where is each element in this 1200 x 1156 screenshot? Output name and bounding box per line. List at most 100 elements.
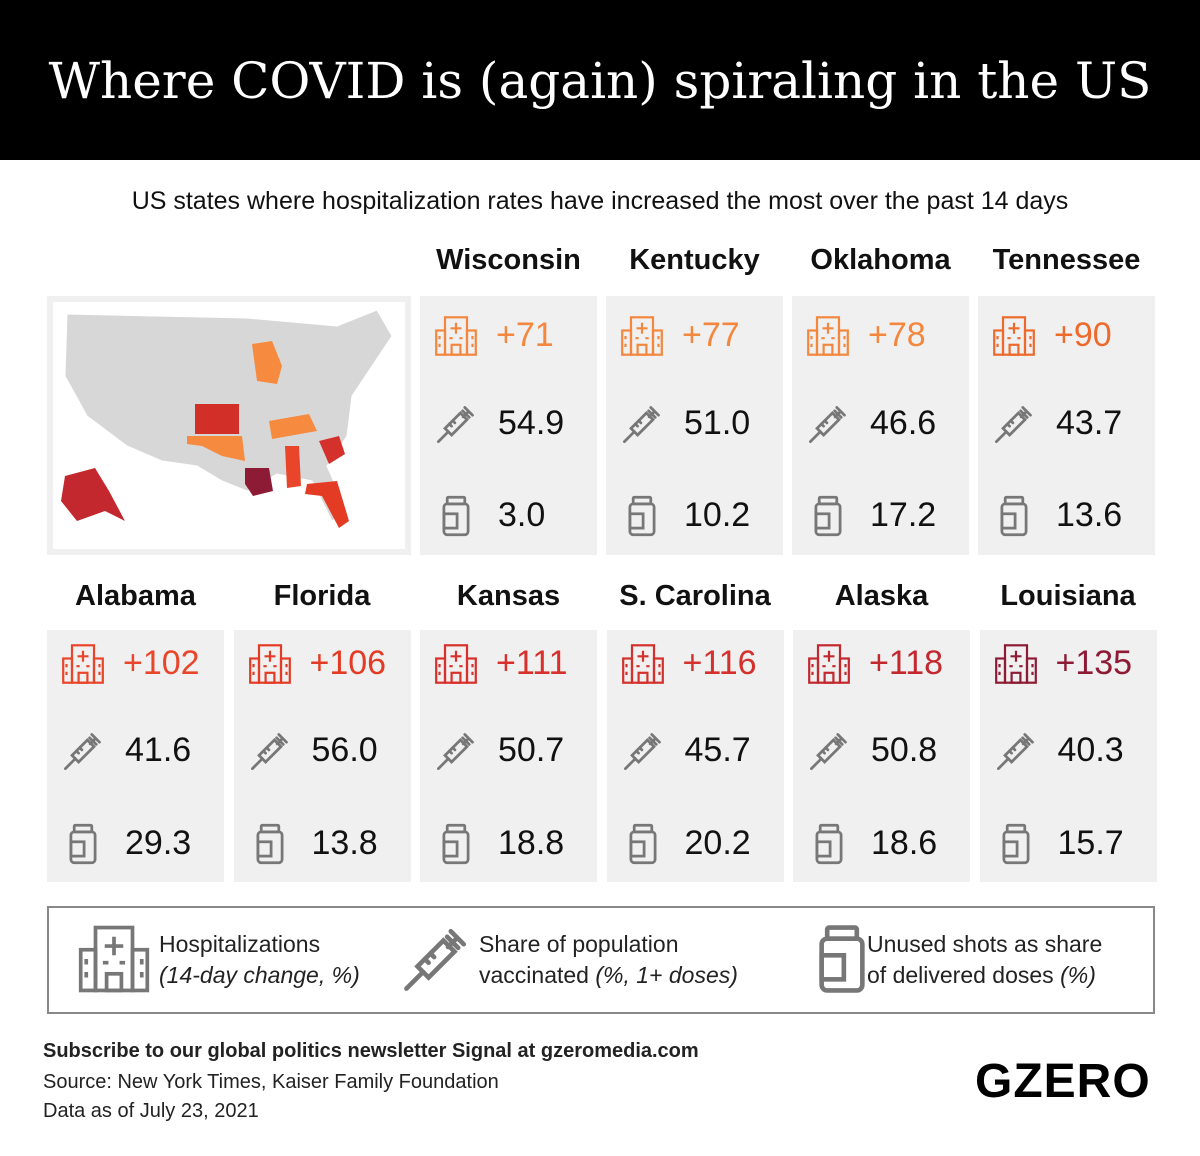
syringe-icon	[996, 733, 1034, 770]
state-name: Oklahoma	[810, 244, 951, 276]
unused-value: 18.6	[871, 824, 938, 862]
icon	[620, 314, 664, 363]
legend-line: Hospitalizations	[159, 931, 321, 957]
hospital-icon	[78, 925, 150, 993]
vaccinated-value: 54.9	[498, 404, 565, 442]
state-card: +116 45.7 20.2	[606, 630, 784, 882]
state-card: +106 56.0 13.8	[233, 630, 411, 882]
icon	[992, 494, 1036, 543]
icon	[434, 314, 478, 363]
bottle-icon	[1000, 495, 1028, 537]
state-card: +111 50.7 18.8	[420, 630, 597, 882]
icon	[61, 822, 105, 871]
syringe-icon	[437, 406, 474, 443]
bottle-icon	[442, 495, 470, 537]
unused-value: 15.7	[1057, 824, 1124, 862]
syringe-icon	[404, 928, 467, 991]
vaccinated-value: 51.0	[684, 404, 751, 442]
icon	[807, 822, 851, 871]
map-state	[61, 468, 125, 521]
icon	[620, 494, 664, 543]
icon	[434, 822, 478, 871]
legend-line: (14-day change, %)	[159, 960, 360, 991]
legend-text: Unused shots as share of delivered doses …	[867, 929, 1102, 991]
icon	[434, 729, 478, 778]
icon	[806, 314, 850, 363]
state-card: +78 46.6 17.2	[792, 296, 969, 555]
legend-text: Hospitalizations (14-day change, %)	[159, 929, 360, 991]
hospitalization-value: +77	[682, 316, 740, 354]
hospital-icon	[621, 644, 664, 684]
vaccinated-value: 41.6	[125, 731, 192, 769]
icon	[994, 729, 1038, 778]
state-card: +118 50.8 18.6	[793, 630, 970, 882]
icon	[806, 494, 850, 543]
legend: Hospitalizations (14-day change, %) Share …	[47, 906, 1155, 1014]
icon	[434, 402, 478, 451]
bottle-icon	[1002, 823, 1029, 865]
title: Where COVID is (again) spiraling in the …	[48, 52, 1152, 110]
legend-icon	[805, 922, 879, 1001]
syringe-icon	[250, 733, 288, 770]
map-drawing	[53, 302, 405, 549]
hospitalization-value: +102	[123, 644, 200, 682]
state-card: +135 40.3 15.7	[979, 630, 1157, 882]
legend-line: vaccinated (%, 1+ doses)	[479, 960, 738, 991]
header-bar	[0, 0, 1200, 160]
bottle-icon	[69, 823, 97, 865]
hospital-icon	[621, 316, 663, 356]
legend-line: Unused shots as share	[867, 931, 1103, 957]
state-card: +90 43.7 13.6	[978, 296, 1155, 555]
bottle-icon	[256, 823, 283, 865]
icon	[807, 642, 851, 691]
icon	[806, 402, 850, 451]
unused-value: 17.2	[870, 496, 937, 534]
hospital-icon	[994, 644, 1037, 684]
map-state	[319, 436, 345, 464]
icon	[994, 822, 1038, 871]
icon	[621, 822, 665, 871]
legend-line: of delivered doses (%)	[867, 960, 1102, 991]
icon	[248, 822, 292, 871]
map-state	[187, 436, 245, 461]
bottle-icon	[819, 925, 865, 993]
icon	[61, 729, 105, 778]
hospital-icon	[62, 644, 104, 684]
hospital-icon	[993, 316, 1035, 356]
map-state	[245, 468, 273, 496]
icon	[620, 402, 664, 451]
state-name: Alabama	[75, 580, 196, 612]
bottle-icon	[814, 495, 842, 537]
subtitle: US states where hospitalization rates ha…	[131, 187, 1069, 215]
hospitalization-value: +111	[496, 644, 568, 682]
syringe-icon	[623, 406, 660, 443]
unused-value: 10.2	[684, 496, 751, 534]
hospital-icon	[248, 644, 291, 684]
legend-line: Share of population	[479, 931, 679, 957]
legend-text: vaccinated	[479, 962, 589, 988]
state-name: Kentucky	[629, 244, 760, 276]
vaccinated-value: 45.7	[684, 731, 751, 769]
icon	[248, 642, 292, 691]
syringe-icon	[64, 733, 101, 770]
legend-text: Share of population vaccinated (%, 1+ dos…	[479, 929, 738, 991]
hospitalization-value: +106	[309, 644, 387, 682]
vaccinated-value: 50.8	[871, 731, 938, 769]
hospital-icon	[808, 644, 850, 684]
state-card: +71 54.9 3.0	[420, 296, 597, 555]
date-note: Data as of July 23, 2021	[43, 1100, 259, 1122]
state-name: Florida	[273, 580, 371, 612]
bottle-icon	[628, 495, 656, 537]
unused-value: 3.0	[498, 496, 546, 534]
source: Source: New York Times, Kaiser Family Fo…	[43, 1071, 499, 1093]
map-state	[285, 446, 301, 488]
icon	[994, 642, 1038, 691]
syringe-icon	[809, 406, 846, 443]
hospital-icon	[807, 316, 849, 356]
map-state	[305, 481, 349, 528]
icon	[621, 642, 665, 691]
logo: GZERO	[975, 1055, 1151, 1108]
hospitalization-value: +71	[496, 316, 554, 354]
vaccinated-value: 56.0	[311, 731, 378, 769]
